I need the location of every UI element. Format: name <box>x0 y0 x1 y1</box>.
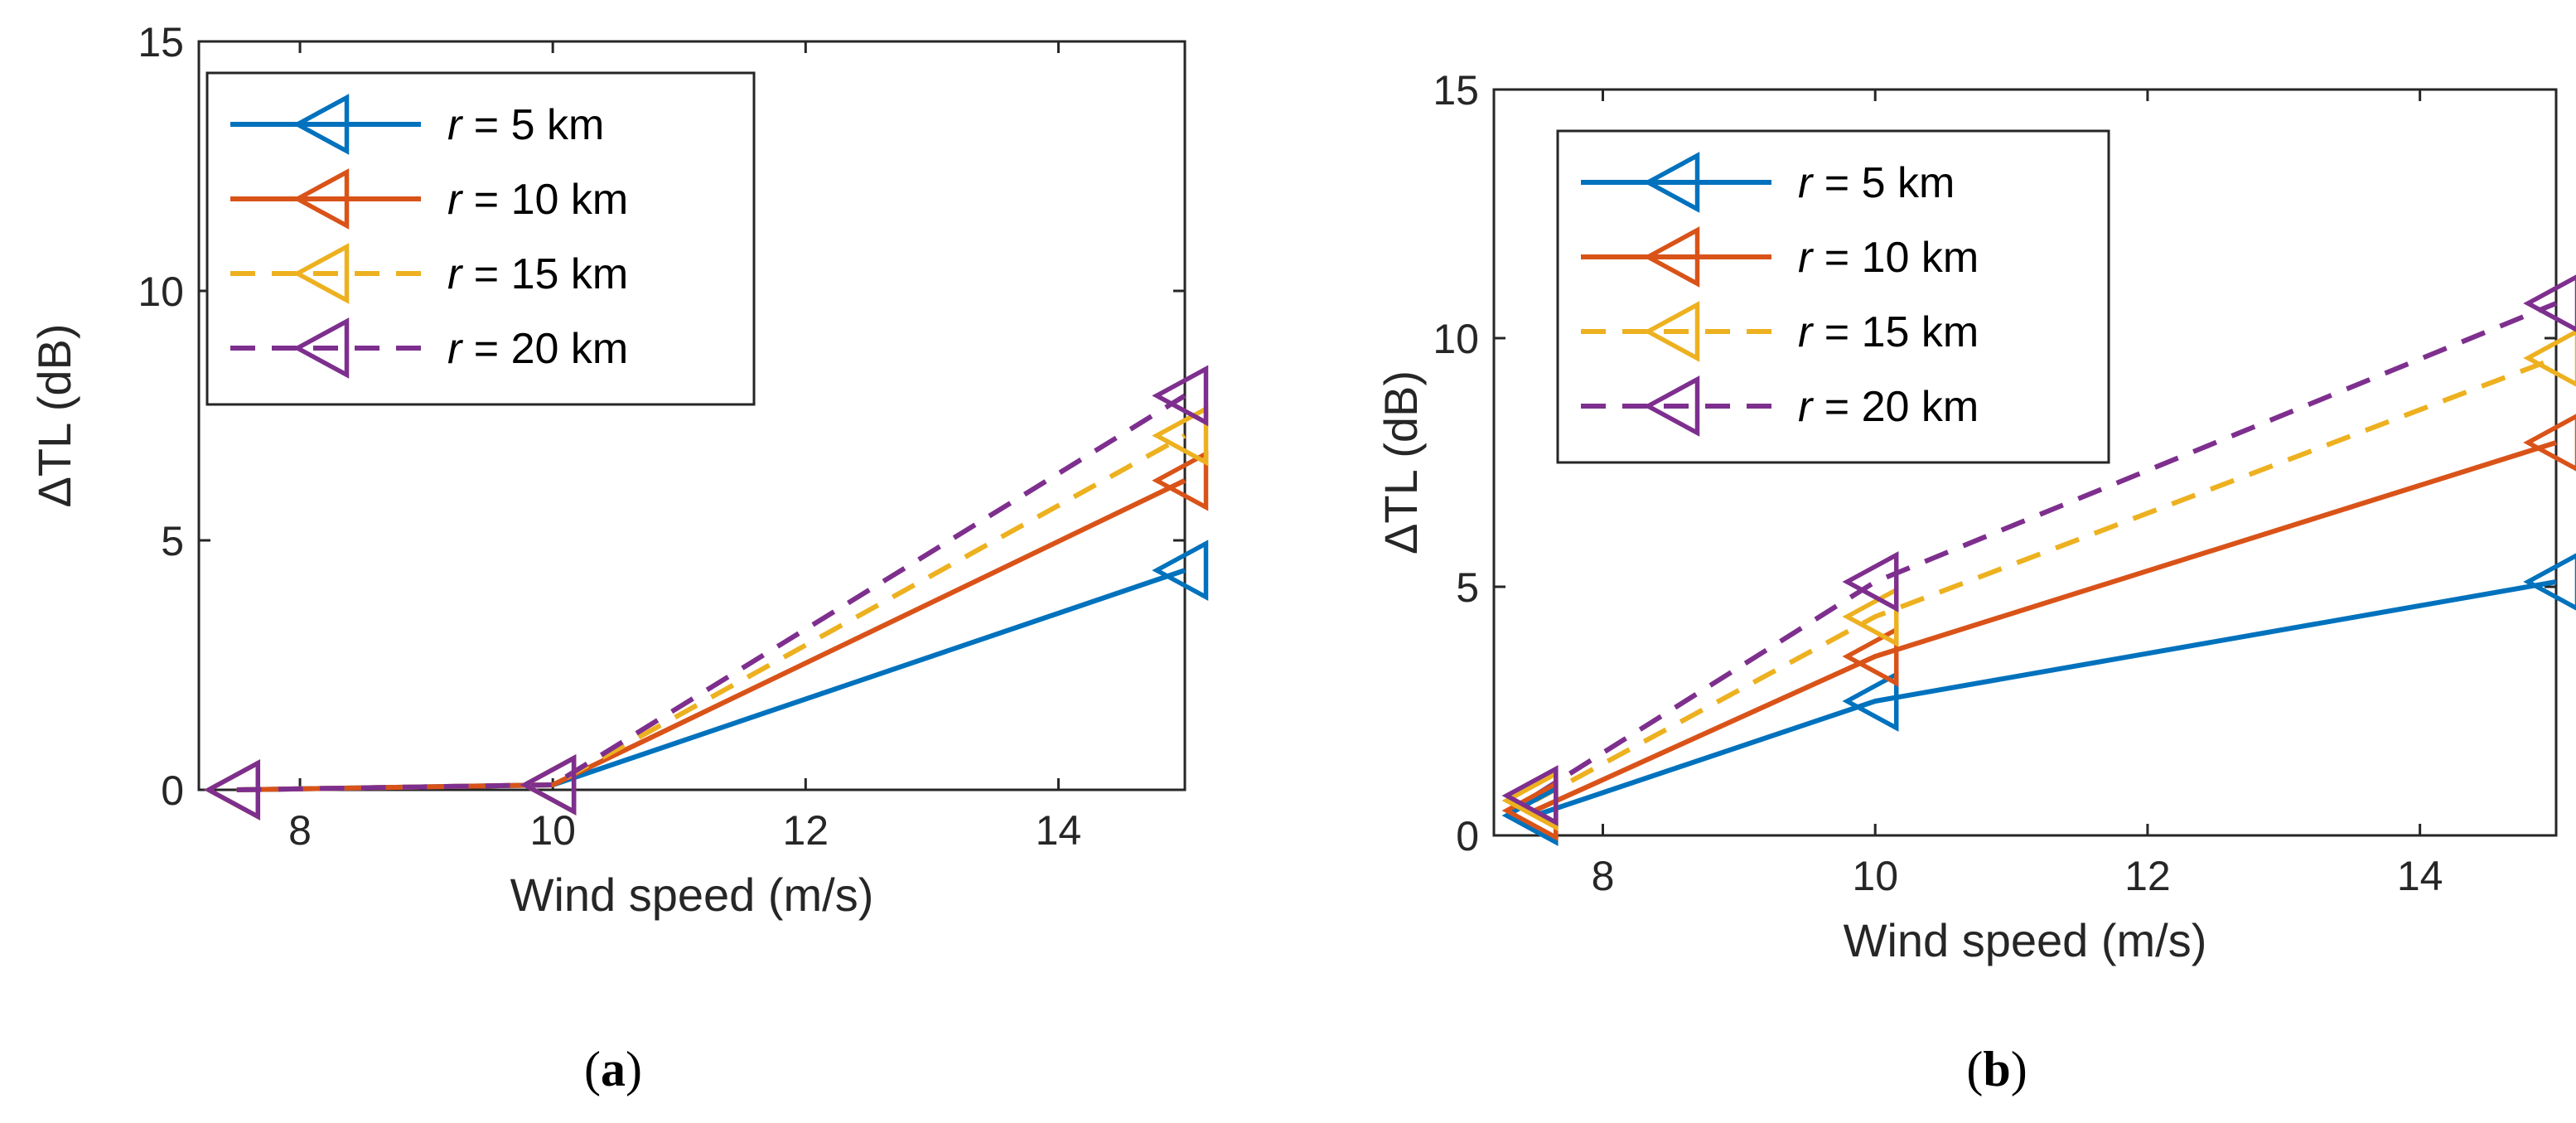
legend-label-value: = 10 km <box>462 176 628 224</box>
panel-label: (b) <box>1966 1042 2027 1096</box>
x-axis-label: Wind speed (m/s) <box>1844 914 2207 966</box>
legend-label-value: = 10 km <box>1812 234 1979 282</box>
series-line-2 <box>1534 440 2557 813</box>
series-line-4 <box>1533 301 2558 798</box>
y-tick-label: 10 <box>1433 316 1479 362</box>
panel-label: (a) <box>584 1042 642 1096</box>
legend-label-value: = 15 km <box>462 250 628 298</box>
panel-label-open: ( <box>1966 1042 1983 1096</box>
series-1-point <box>2523 553 2576 611</box>
panel-label-close: ) <box>2011 1042 2027 1096</box>
x-tick-label: 14 <box>2397 853 2443 899</box>
legend-label: r = 5 km <box>1798 159 1955 207</box>
y-tick-label: 0 <box>1456 813 1479 859</box>
panel-label-letter: b <box>1983 1042 2010 1096</box>
legend-label-variable: r <box>1798 308 1815 356</box>
x-tick-label: 8 <box>288 807 312 854</box>
x-tick-label: 10 <box>529 807 576 854</box>
legend-label: r = 15 km <box>447 250 628 298</box>
x-axis-label: Wind speed (m/s) <box>510 869 874 921</box>
legend-label-variable: r <box>1798 383 1815 431</box>
series-4-point <box>520 754 577 816</box>
panel-label-open: ( <box>584 1042 601 1096</box>
legend-marker <box>1643 301 1700 362</box>
legend-label-value: = 15 km <box>1812 308 1979 356</box>
legend-marker <box>1643 226 1700 288</box>
series-4-point <box>1842 551 1899 612</box>
legend-marker <box>292 168 350 230</box>
series-4-point <box>1501 765 1559 826</box>
legend-marker <box>292 317 350 379</box>
legend-label-value: = 20 km <box>462 325 628 373</box>
panel-label-close: ) <box>626 1042 642 1096</box>
y-axis-label: ΔTL (dB) <box>28 323 80 507</box>
series-1-point <box>1152 540 1209 602</box>
panel-label-letter: a <box>601 1042 626 1096</box>
series-line-4 <box>236 393 1187 792</box>
legend-marker <box>292 94 350 155</box>
series-4-point <box>204 759 261 820</box>
series-4-point <box>1152 365 1209 427</box>
series-2-point <box>1842 626 1899 687</box>
x-tick-label: 12 <box>782 807 829 854</box>
y-axis-label: ΔTL (dB) <box>1375 370 1427 554</box>
series-line-3 <box>1533 356 2558 803</box>
x-tick-label: 14 <box>1036 807 1082 854</box>
series-2-point <box>1152 449 1209 511</box>
legend-label-value: = 5 km <box>462 101 604 149</box>
legend-label-variable: r <box>447 176 464 224</box>
legend-label-variable: r <box>1798 234 1815 282</box>
legend-label-variable: r <box>447 250 464 298</box>
y-tick-label: 15 <box>138 19 184 65</box>
y-tick-label: 10 <box>138 269 184 315</box>
legend-label: r = 10 km <box>1798 234 1979 282</box>
legend-label: r = 5 km <box>447 101 604 149</box>
legend-label-variable: r <box>1798 159 1815 207</box>
legend-label-value: = 20 km <box>1812 383 1979 431</box>
x-tick-label: 10 <box>1852 853 1898 899</box>
legend-label: r = 20 km <box>1798 383 1979 431</box>
legend-label: r = 20 km <box>447 325 628 373</box>
y-tick-label: 5 <box>161 518 184 564</box>
chart-panel-b: 8 10 12 14 0 5 10 15 Wind speed (m/s) ΔTL (dB) r =… <box>1375 67 2576 1096</box>
series-line-1 <box>1534 579 2557 818</box>
legend-label-variable: r <box>447 101 464 149</box>
y-tick-label: 5 <box>1456 564 1479 611</box>
series-2-point <box>2523 414 2576 472</box>
legend-marker <box>1643 152 1700 213</box>
y-tick-label: 15 <box>1433 67 1479 114</box>
x-tick-label: 8 <box>1592 853 1615 899</box>
series-1-point <box>1842 670 1899 732</box>
x-tick-label: 12 <box>2124 853 2171 899</box>
legend-marker <box>292 243 350 304</box>
legend-label-value: = 5 km <box>1812 159 1955 207</box>
series-3-point <box>2523 329 2576 387</box>
series-3-point <box>1842 586 1899 647</box>
legend-label: r = 10 km <box>447 176 628 224</box>
legend-label: r = 15 km <box>1798 308 1979 356</box>
y-tick-label: 0 <box>161 767 184 814</box>
chart-panel-a: 8 10 12 14 0 5 10 15 Wind speed (m/s) ΔTL (dB) r =… <box>28 19 1209 1096</box>
series-4-point <box>2523 274 2576 332</box>
series-3-point <box>1152 404 1209 467</box>
legend-marker <box>1643 375 1700 437</box>
legend-label-variable: r <box>447 325 464 373</box>
